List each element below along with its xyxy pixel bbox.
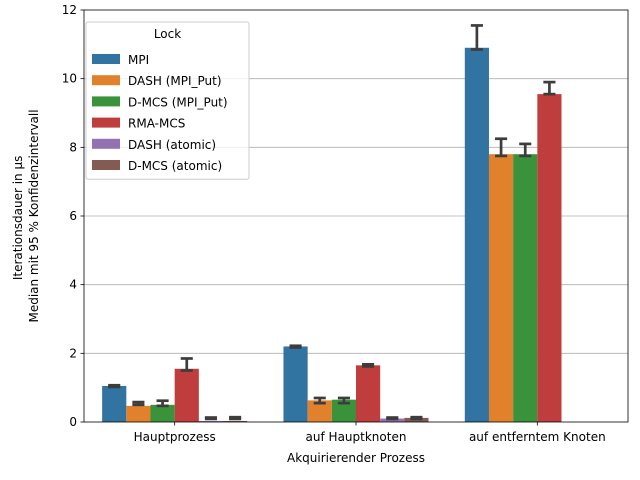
error-bar	[289, 344, 302, 349]
legend-swatch	[92, 160, 120, 170]
error-bar	[519, 142, 532, 158]
y-tick-label: 12	[62, 3, 77, 17]
legend-entry-label: MPI	[128, 53, 149, 67]
y-tick-label: 10	[62, 72, 77, 86]
error-bar	[543, 80, 556, 96]
y-axis-label-line-2: Median mit 95 % Konfidenzintervall	[27, 109, 41, 322]
bar	[488, 154, 514, 422]
y-tick-label: 4	[69, 278, 77, 292]
error-bar	[386, 416, 399, 421]
error-bar	[229, 415, 242, 421]
bars	[102, 47, 562, 423]
bar	[283, 346, 308, 422]
error-bar	[108, 383, 121, 389]
bar	[307, 400, 332, 422]
bar	[102, 385, 127, 422]
x-tick-label: auf Hauptknoten	[306, 430, 407, 444]
legend-swatch	[92, 96, 120, 107]
axes: 0 2 4 6 8 10 12 Hauptprozess auf Hauptknoten auf …	[62, 3, 606, 444]
y-tick-label: 8	[69, 140, 77, 154]
legend-swatch	[92, 138, 120, 149]
error-bar	[180, 357, 193, 372]
legend-entry-label: DASH (MPI_Put)	[128, 74, 222, 88]
y-axis-label: Iterationsdauer in µs Median mit 95 % Ko…	[11, 109, 41, 322]
error-bars	[108, 24, 556, 421]
bar	[356, 365, 381, 422]
error-bar	[156, 399, 169, 408]
x-tick-label: Hauptprozess	[134, 430, 216, 444]
legend-title: Lock	[154, 27, 181, 41]
bar	[198, 420, 224, 422]
legend-entry-label: D-MCS (atomic)	[128, 159, 222, 173]
legend-entry-label: RMA-MCS	[128, 117, 185, 131]
bar	[174, 368, 199, 422]
error-bar	[362, 362, 375, 368]
bar	[150, 404, 175, 422]
bar	[513, 154, 538, 422]
error-bar	[204, 416, 217, 421]
error-bar	[410, 415, 423, 421]
x-axis-label: Akquirierender Prozess	[287, 451, 425, 465]
error-bar	[132, 400, 145, 407]
error-bar	[470, 24, 483, 51]
y-tick-label: 6	[69, 209, 77, 223]
y-tick-label: 2	[69, 346, 77, 360]
legend-swatch	[92, 75, 120, 86]
error-bar	[313, 396, 326, 405]
bar	[223, 420, 248, 422]
y-tick-label: 0	[69, 415, 77, 429]
x-tick-label: auf entferntem Knoten	[469, 430, 606, 444]
legend-entry-label: DASH (atomic)	[128, 138, 216, 152]
error-bar	[495, 137, 508, 158]
bar	[126, 405, 151, 422]
bar	[331, 399, 356, 422]
error-bar	[337, 396, 350, 405]
bar	[380, 418, 405, 422]
legend-swatch	[92, 117, 120, 128]
legend-entry-label: D-MCS (MPI_Put)	[128, 95, 228, 109]
bar	[464, 47, 489, 423]
legend-swatch	[92, 54, 120, 64]
legend: Lock MPI DASH (MPI_Put) D-MCS (MPI_Put) RMA…	[85, 21, 250, 180]
y-axis-label-line-1: Iterationsdauer in µs	[11, 156, 25, 281]
legend-box	[85, 21, 250, 180]
bar	[537, 94, 562, 422]
